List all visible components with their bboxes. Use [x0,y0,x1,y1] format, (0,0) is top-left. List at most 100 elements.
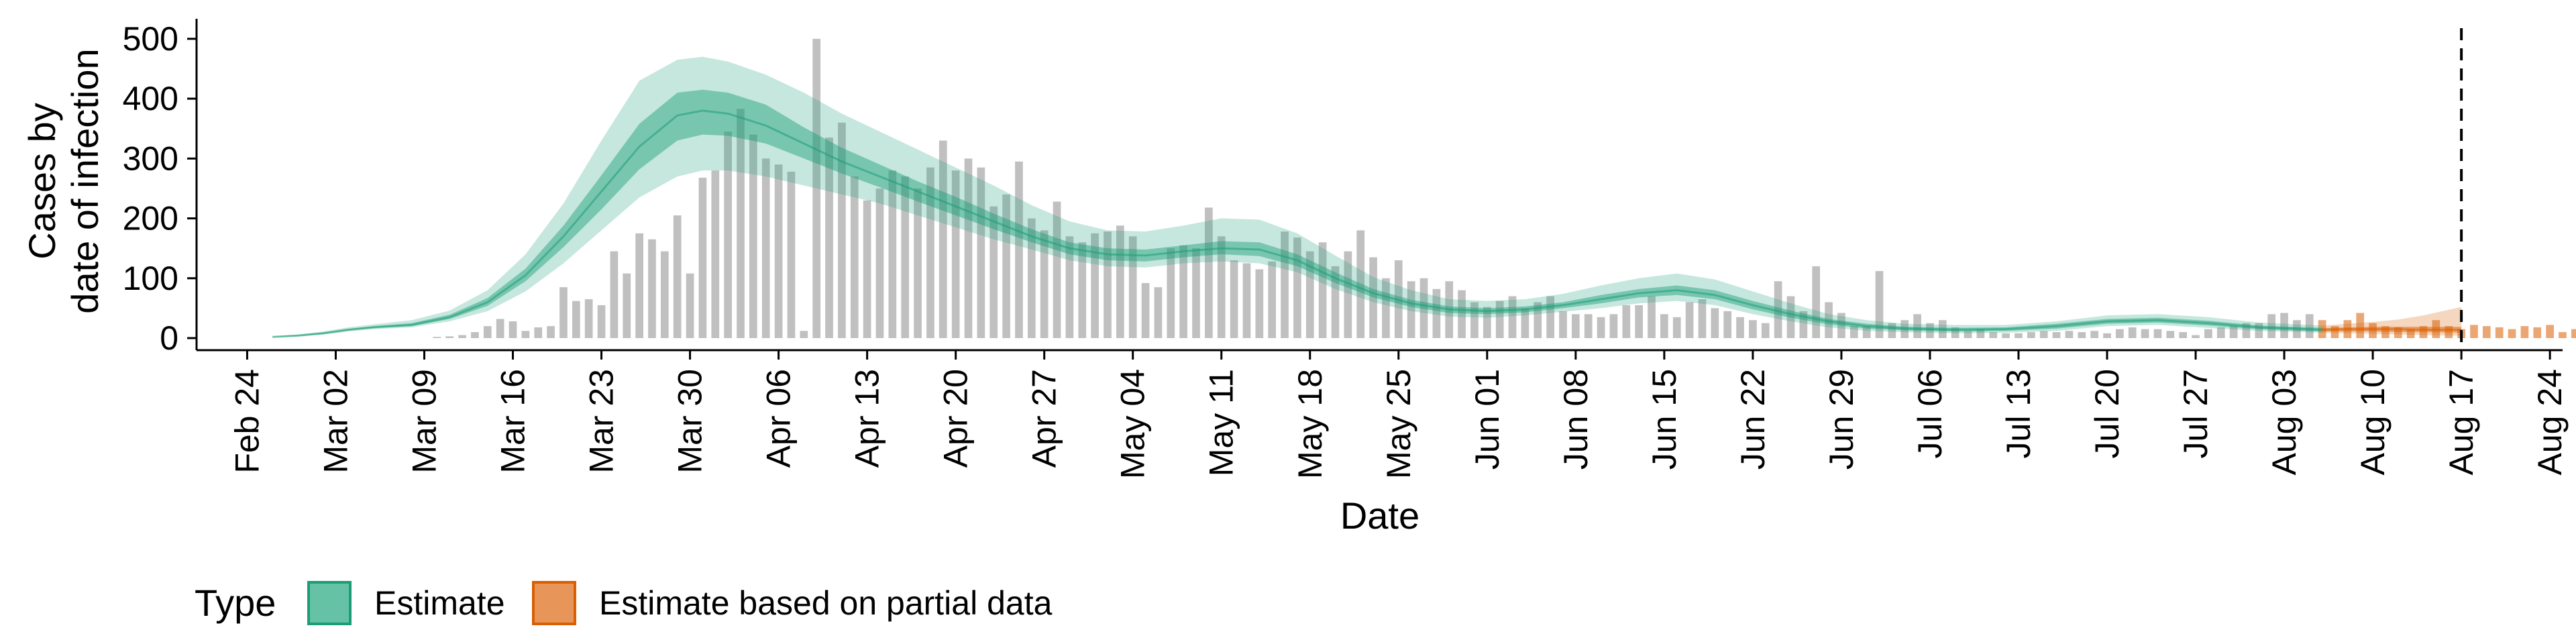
legend-title: Type [195,582,276,624]
case-bar [737,109,745,338]
case-bar [1534,302,1542,338]
case-bar [2204,329,2212,338]
case-bar [774,164,783,339]
case-bar [534,327,543,338]
case-bar [2052,332,2061,338]
case-bar [875,188,884,338]
case-bar [1305,251,1314,338]
case-bar [1572,314,1580,338]
x-tick-label: May 18 [1291,369,1329,479]
case-bar [1369,257,1377,338]
case-bar [2470,325,2478,338]
case-bar [2394,327,2402,338]
case-bar [901,176,910,338]
case-bar [1078,242,1087,338]
x-tick-label: Mar 02 [317,369,354,474]
median-line [2322,328,2462,331]
x-tick-label: May 04 [1114,369,1152,479]
observed-cases-bars [433,38,2576,339]
case-bar [938,140,947,339]
case-bar [2128,327,2137,338]
case-bar [1128,236,1137,338]
case-bar [1091,233,1099,338]
case-bar [698,177,707,338]
case-bar [1027,218,1036,338]
case-bar [2216,327,2225,338]
x-tick-label: Jun 08 [1557,369,1595,470]
case-bar [1559,311,1567,338]
case-bar [825,138,833,338]
x-tick-label: Mar 16 [494,369,532,474]
case-bar [1293,237,1301,338]
case-bar [2192,335,2200,338]
case-bar [2267,314,2276,338]
estimate-ribbons [272,56,2462,338]
case-bar [1382,278,1390,338]
case-bar [2356,313,2365,338]
x-tick-label: Mar 23 [583,369,621,474]
case-bar [661,251,669,338]
case-bar [1179,245,1187,338]
case-bar [1495,301,1504,338]
case-bar [2419,326,2428,338]
x-tick-label: May 25 [1380,369,1417,479]
x-tick-label: Jun 29 [1823,369,1860,470]
series-partial-estimate [2322,307,2462,336]
case-bar [1989,332,1998,338]
case-bar [521,331,530,338]
case-bar [787,171,796,338]
case-bar [1774,281,1782,338]
outer-credible-band [272,56,2322,338]
case-bar [1672,317,1681,338]
case-bar [1849,326,1858,338]
x-tick-label: Jun 22 [1734,369,1772,470]
case-bar [1786,296,1795,338]
case-bar [1065,236,1074,338]
y-tick-label: 0 [160,319,178,357]
legend-label-partial: Estimate based on partial data [599,584,1053,622]
case-bar [1635,305,1643,338]
case-bar [1812,266,1821,338]
case-bar [559,287,568,338]
case-bar [1913,314,1921,338]
case-bar [724,131,732,338]
case-bar [926,167,934,338]
case-bar [1660,314,1668,338]
case-bar [863,200,871,338]
y-tick-label: 500 [123,20,178,58]
case-bar [1040,230,1049,338]
case-bar [914,188,922,338]
case-bar [2153,329,2162,338]
case-bar [584,299,593,338]
case-bar [761,158,770,338]
case-bar [2559,332,2567,338]
y-tick-label: 200 [123,200,178,237]
case-bar [1432,288,1441,338]
x-tick-label: Jul 06 [1911,369,1949,458]
series-estimate [272,56,2322,338]
case-bar [2116,329,2124,338]
case-bar [2330,326,2339,338]
x-tick-label: Jul 20 [2088,369,2126,458]
case-bar [1749,320,1757,338]
case-bar [2179,332,2188,338]
case-bar [2381,326,2390,338]
case-bar [2533,327,2542,338]
case-bar [635,233,643,338]
case-bar [483,326,492,338]
case-bar [433,337,441,338]
legend-label-estimate: Estimate [374,584,505,622]
case-bar [812,38,821,338]
case-bar [951,170,960,338]
case-bar [1711,308,1719,338]
x-tick-label: Apr 06 [760,369,798,468]
case-bar [850,176,859,338]
legend-swatch-estimate [307,581,352,625]
case-bar [1356,230,1365,338]
case-bar [1622,305,1631,338]
case-bar [445,336,454,338]
y-tick-label: 300 [123,140,178,177]
case-bar [1154,287,1163,338]
x-axis-title: Date [1340,494,1419,537]
case-bar [610,251,619,338]
